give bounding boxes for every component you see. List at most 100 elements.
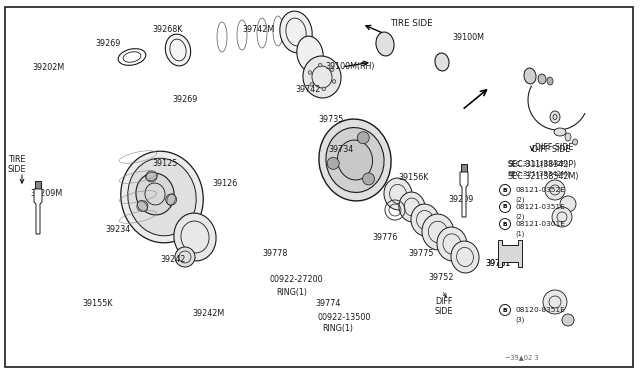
Text: 39776: 39776 (372, 232, 397, 241)
Text: 39734: 39734 (328, 145, 353, 154)
Ellipse shape (565, 133, 571, 141)
Bar (461, 164, 467, 172)
Text: 39742M: 39742M (242, 26, 275, 35)
Text: RING(1): RING(1) (322, 324, 353, 334)
Text: B: B (503, 205, 508, 209)
Ellipse shape (319, 119, 391, 201)
Circle shape (545, 180, 565, 200)
Ellipse shape (174, 213, 216, 261)
Polygon shape (460, 172, 468, 217)
Text: 39126: 39126 (212, 180, 237, 189)
Text: 39202M: 39202M (32, 62, 64, 71)
Ellipse shape (538, 74, 546, 84)
Circle shape (499, 202, 511, 212)
Text: B: B (503, 221, 508, 227)
Ellipse shape (437, 227, 467, 261)
Text: 39742: 39742 (295, 86, 321, 94)
Polygon shape (498, 240, 522, 267)
Text: 39269: 39269 (95, 39, 120, 48)
Text: DIFF SIDE: DIFF SIDE (535, 142, 573, 151)
Polygon shape (122, 130, 205, 264)
Ellipse shape (128, 158, 196, 236)
Text: 39156K: 39156K (398, 173, 428, 182)
Text: (2): (2) (515, 197, 525, 203)
Text: 39774: 39774 (315, 299, 340, 308)
Text: TIRE: TIRE (8, 155, 26, 164)
Text: 39100M: 39100M (452, 32, 484, 42)
Text: (2): (2) (515, 214, 525, 220)
Circle shape (322, 87, 326, 91)
Circle shape (543, 290, 567, 314)
Circle shape (318, 63, 322, 67)
Circle shape (552, 207, 572, 227)
Text: DIFF: DIFF (435, 298, 452, 307)
Circle shape (499, 305, 511, 315)
Circle shape (310, 83, 314, 86)
Text: SEC.321(38342M): SEC.321(38342M) (508, 171, 579, 180)
Circle shape (175, 247, 195, 267)
Text: 00922-13500: 00922-13500 (318, 312, 371, 321)
Ellipse shape (297, 36, 323, 72)
Text: 39242M: 39242M (192, 310, 224, 318)
Ellipse shape (411, 204, 439, 236)
Text: 08121-0352E: 08121-0352E (515, 187, 564, 193)
Text: 39778: 39778 (262, 250, 287, 259)
Text: −39▲02 3: −39▲02 3 (505, 354, 539, 360)
Text: 39155K: 39155K (82, 299, 113, 308)
Circle shape (499, 218, 511, 230)
Text: SEC.321(38342M): SEC.321(38342M) (508, 171, 571, 177)
Ellipse shape (280, 11, 312, 53)
Text: RING(1): RING(1) (276, 288, 307, 296)
Ellipse shape (337, 140, 372, 180)
Text: 39125: 39125 (152, 160, 177, 169)
Polygon shape (34, 189, 42, 234)
Ellipse shape (136, 173, 174, 215)
Polygon shape (512, 12, 620, 104)
Text: 08121-0301E: 08121-0301E (515, 221, 565, 227)
Circle shape (362, 173, 374, 185)
Circle shape (327, 157, 339, 169)
Ellipse shape (121, 151, 204, 243)
Circle shape (562, 314, 574, 326)
Circle shape (166, 194, 177, 205)
Text: 39775: 39775 (408, 250, 433, 259)
Text: 08120-8351E: 08120-8351E (515, 307, 564, 313)
Circle shape (505, 249, 515, 259)
Text: 39100M(RH): 39100M(RH) (325, 62, 374, 71)
Circle shape (137, 201, 148, 212)
Text: (3): (3) (515, 317, 524, 323)
Ellipse shape (547, 77, 553, 85)
Ellipse shape (554, 128, 566, 136)
Text: SEC.311(38342P): SEC.311(38342P) (508, 161, 569, 167)
Ellipse shape (376, 32, 394, 56)
Ellipse shape (451, 241, 479, 273)
Ellipse shape (550, 111, 560, 123)
Circle shape (499, 185, 511, 196)
Circle shape (560, 196, 576, 212)
Text: 39735: 39735 (318, 115, 344, 125)
Ellipse shape (326, 128, 384, 192)
Text: B: B (503, 187, 508, 192)
Ellipse shape (399, 192, 425, 222)
Circle shape (357, 132, 369, 144)
Ellipse shape (573, 139, 577, 145)
Ellipse shape (435, 53, 449, 71)
Ellipse shape (384, 178, 412, 210)
Text: 39781: 39781 (485, 260, 510, 269)
Text: 39752: 39752 (428, 273, 454, 282)
Circle shape (146, 171, 157, 182)
Text: 39209: 39209 (448, 196, 474, 205)
Text: 39234: 39234 (105, 225, 131, 234)
Ellipse shape (422, 214, 454, 250)
Text: SIDE: SIDE (435, 308, 454, 317)
Text: 39781: 39781 (485, 260, 510, 269)
Ellipse shape (165, 34, 191, 66)
Text: 39268K: 39268K (152, 26, 182, 35)
Ellipse shape (524, 68, 536, 84)
Text: B: B (503, 308, 508, 312)
Text: 39269: 39269 (172, 96, 197, 105)
Text: DIFF SIDE: DIFF SIDE (532, 145, 570, 154)
Bar (35, 181, 41, 189)
Ellipse shape (303, 56, 341, 98)
Circle shape (332, 80, 336, 83)
